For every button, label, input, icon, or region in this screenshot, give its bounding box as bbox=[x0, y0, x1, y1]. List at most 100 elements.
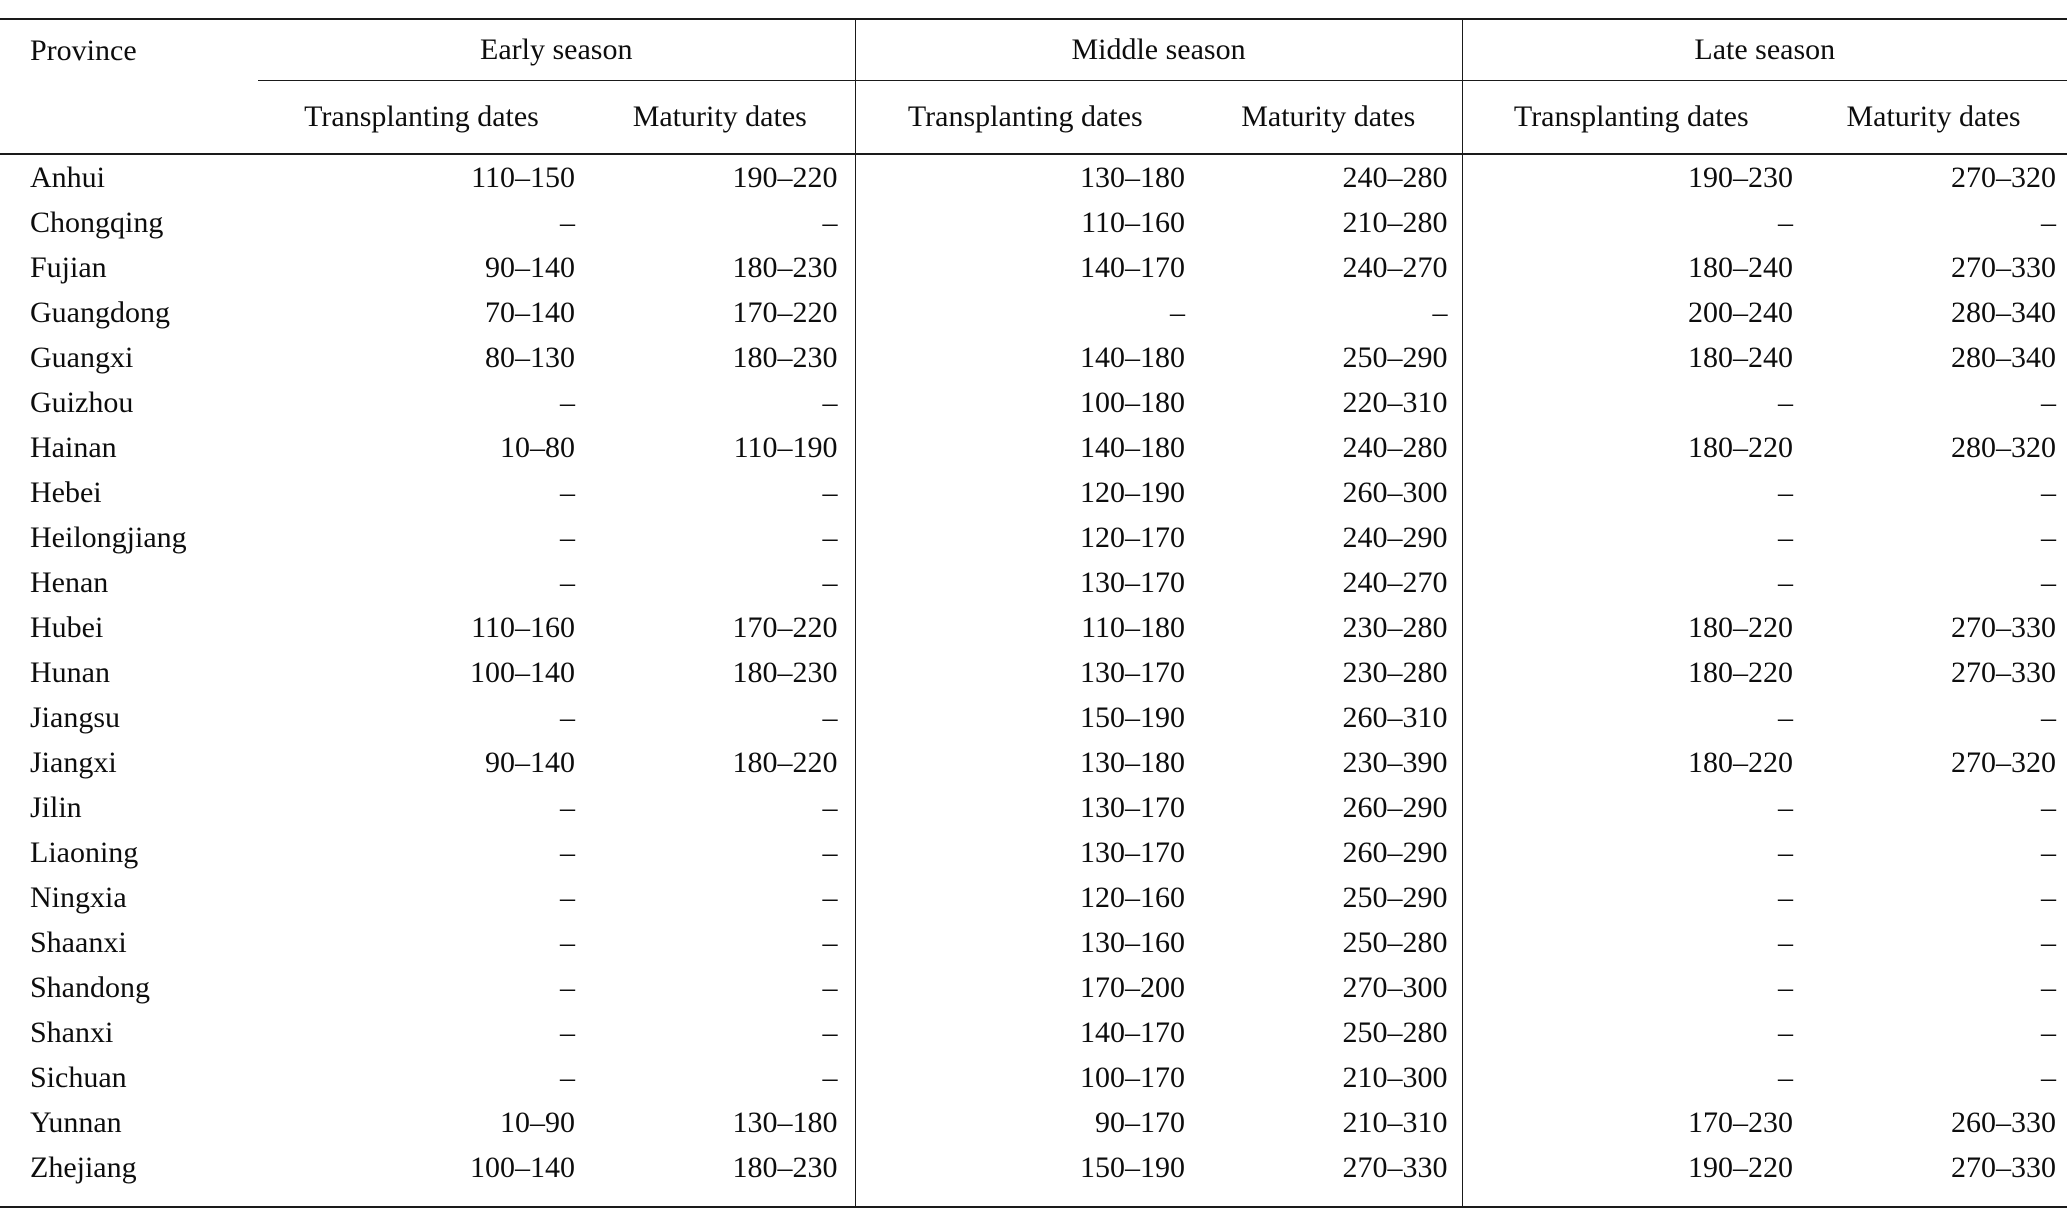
value-cell: – bbox=[2041, 925, 2057, 959]
value-cell: – bbox=[560, 565, 575, 599]
value-cell: – bbox=[822, 565, 838, 599]
province-cell: Liaoning bbox=[30, 835, 139, 869]
spacer-cell bbox=[1195, 1190, 1462, 1207]
value-cell: 270–330 bbox=[1951, 1150, 2057, 1184]
value-cell: 280–320 bbox=[1951, 430, 2057, 464]
value-cell: – bbox=[560, 700, 575, 734]
value-cell: 250–290 bbox=[1342, 880, 1448, 914]
table-row: Guizhou – –100–180 220–310– – bbox=[0, 380, 2067, 425]
value-cell: – bbox=[1461, 695, 1801, 740]
province-cell: Guizhou bbox=[30, 385, 134, 419]
province-cell: Hubei bbox=[30, 610, 104, 644]
value-cell: 90–170 bbox=[854, 1100, 1196, 1145]
value-cell: – bbox=[560, 520, 575, 554]
value-cell: – bbox=[822, 790, 838, 824]
value-cell: 270–320 bbox=[1951, 745, 2057, 779]
value-cell: 270–300 bbox=[1342, 970, 1448, 1004]
value-cell: 240–280 bbox=[1342, 160, 1448, 194]
table-row: Yunnan 10–90 130–180 90–170 210–310 170–230 26… bbox=[0, 1100, 2067, 1145]
value-cell: 260–300 bbox=[1342, 475, 1448, 509]
value-cell: 130–180 bbox=[732, 1105, 838, 1139]
province-cell: Henan bbox=[30, 565, 109, 599]
value-cell: – bbox=[2041, 205, 2057, 239]
value-cell: 130–170 bbox=[854, 560, 1196, 605]
value-cell: – bbox=[560, 970, 575, 1004]
province-cell: Guangxi bbox=[30, 340, 134, 374]
province-cell: Shandong bbox=[30, 970, 150, 1004]
value-cell: – bbox=[2041, 1060, 2057, 1094]
column-header-late-maturity: Maturity dates bbox=[1800, 80, 2067, 155]
table-body: Anhui 110–150 190–220 130–180 240–280 190–230… bbox=[0, 154, 2067, 1207]
value-cell: – bbox=[1461, 380, 1801, 425]
value-cell: 190–220 bbox=[1461, 1145, 1801, 1190]
province-cell: Jiangsu bbox=[30, 700, 120, 734]
value-cell: 110–160 bbox=[471, 610, 575, 644]
value-cell: – bbox=[2041, 700, 2057, 734]
value-cell: 130–170 bbox=[854, 785, 1196, 830]
value-cell: – bbox=[560, 925, 575, 959]
value-cell: 130–170 bbox=[854, 830, 1196, 875]
value-cell: 140–180 bbox=[854, 425, 1196, 470]
value-cell: 140–180 bbox=[854, 335, 1196, 380]
value-cell: – bbox=[2041, 475, 2057, 509]
province-cell: Hainan bbox=[30, 430, 117, 464]
value-cell: 130–180 bbox=[854, 154, 1196, 200]
column-header-late-transplanting: Transplanting dates bbox=[1461, 80, 1801, 155]
rice-season-dates-table: Province Early season Middle season Late… bbox=[0, 18, 2067, 1208]
value-cell: 110–190 bbox=[733, 430, 838, 464]
value-cell: 280–340 bbox=[1951, 340, 2057, 374]
value-cell: 210–310 bbox=[1342, 1105, 1448, 1139]
table-row: Heilongjiang – –120–170 240–290– – bbox=[0, 515, 2067, 560]
value-cell: – bbox=[1461, 560, 1801, 605]
province-cell: Hunan bbox=[30, 655, 110, 689]
value-cell: – bbox=[2041, 880, 2057, 914]
value-cell: – bbox=[822, 1015, 838, 1049]
column-header-middle-transplanting: Transplanting dates bbox=[854, 80, 1196, 155]
table-row: Jiangxi 90–140 180–220 130–180 230–390 180–22… bbox=[0, 740, 2067, 785]
value-cell: 170–230 bbox=[1461, 1100, 1801, 1145]
spacer-cell bbox=[1461, 1190, 1801, 1207]
province-cell: Heilongjiang bbox=[30, 520, 187, 554]
value-cell: 180–220 bbox=[1461, 605, 1801, 650]
value-cell: 80–130 bbox=[485, 340, 575, 374]
province-cell: Shaanxi bbox=[30, 925, 127, 959]
table-row: Shanxi – –140–170 250–280– – bbox=[0, 1010, 2067, 1055]
value-cell: 240–270 bbox=[1342, 250, 1448, 284]
value-cell: – bbox=[2041, 1015, 2057, 1049]
spacer-cell bbox=[1800, 1190, 2067, 1207]
value-cell: 240–290 bbox=[1342, 520, 1448, 554]
value-cell: 180–230 bbox=[732, 655, 838, 689]
value-cell: – bbox=[822, 1060, 838, 1094]
spacer-row bbox=[0, 1190, 2067, 1207]
value-cell: 150–190 bbox=[854, 1145, 1196, 1190]
value-cell: – bbox=[560, 1060, 575, 1094]
value-cell: 260–310 bbox=[1342, 700, 1448, 734]
province-cell: Zhejiang bbox=[30, 1150, 137, 1184]
value-cell: 180–220 bbox=[1461, 740, 1801, 785]
province-cell: Fujian bbox=[30, 250, 107, 284]
value-cell: 250–290 bbox=[1342, 340, 1448, 374]
table-row: Guangdong 70–140 170–220– –200–240 280–340 bbox=[0, 290, 2067, 335]
table-row: Sichuan – –100–170 210–300– – bbox=[0, 1055, 2067, 1100]
table-row: Hunan 100–140 180–230 130–170 230–280 180–220… bbox=[0, 650, 2067, 695]
value-cell: – bbox=[1461, 830, 1801, 875]
value-cell: – bbox=[2041, 520, 2057, 554]
value-cell: 240–270 bbox=[1342, 565, 1448, 599]
column-header-early-maturity: Maturity dates bbox=[585, 80, 856, 155]
province-cell: Ningxia bbox=[30, 880, 127, 914]
value-cell: – bbox=[560, 835, 575, 869]
province-cell: Jilin bbox=[30, 790, 82, 824]
table-row: Anhui 110–150 190–220 130–180 240–280 190–230… bbox=[0, 154, 2067, 200]
value-cell: 260–290 bbox=[1342, 790, 1448, 824]
value-cell: – bbox=[1461, 920, 1801, 965]
value-cell: 220–310 bbox=[1342, 385, 1448, 419]
value-cell: – bbox=[822, 835, 838, 869]
table-row: Liaoning – –130–170 260–290– – bbox=[0, 830, 2067, 875]
value-cell: 180–240 bbox=[1461, 245, 1801, 290]
value-cell: 180–220 bbox=[1461, 650, 1801, 695]
value-cell: 270–330 bbox=[1951, 655, 2057, 689]
column-header-middle-maturity: Maturity dates bbox=[1195, 80, 1463, 155]
province-cell: Shanxi bbox=[30, 1015, 114, 1049]
value-cell: 180–220 bbox=[732, 745, 838, 779]
